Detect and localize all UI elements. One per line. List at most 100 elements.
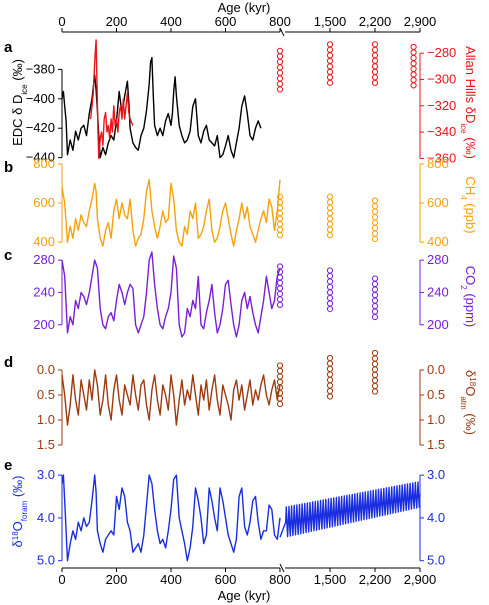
- scatter-point: [326, 41, 334, 48]
- x-tick-label-top: 1,500: [314, 14, 347, 29]
- left-axis-tick-label: −440: [26, 150, 55, 165]
- scatter-point: [326, 278, 334, 285]
- panel-letter: a: [4, 39, 13, 56]
- scatter-point: [326, 360, 334, 367]
- right-axis-tick-label: −360: [427, 150, 456, 165]
- scatter-point: [371, 236, 379, 243]
- scatter-point: [326, 232, 334, 239]
- scatter-point: [326, 204, 334, 211]
- panel-letter: c: [4, 247, 12, 264]
- left-axis-title-unit: (‰): [10, 475, 25, 500]
- scatter-point: [371, 313, 379, 321]
- scatter-point: [371, 286, 379, 293]
- x-tick-label-bottom: 1,500: [314, 572, 347, 587]
- series-line: [61, 369, 281, 426]
- scatter-point: [276, 210, 284, 217]
- scatter-point: [326, 215, 334, 222]
- axis-text: Age (kyr) Age (kyr) 0 0 200 200 400 400 600 600…: [10, 0, 478, 603]
- left-axis-tick-label: 0.0: [37, 362, 55, 377]
- scatter-point: [371, 79, 379, 86]
- scatter-point: [276, 290, 284, 298]
- axis-break-bottom: [279, 563, 285, 573]
- left-axis-tick-label: 400: [33, 234, 55, 249]
- right-axis-tick-label: 600: [427, 195, 449, 210]
- right-axis-title-unit: (ppb): [463, 200, 478, 234]
- right-axis-title-sub: ice: [460, 123, 469, 134]
- right-axis-title-unit: (‰): [463, 410, 478, 435]
- scatter-point: [326, 300, 334, 307]
- scatter-point: [410, 60, 417, 67]
- panel-b: b 800 600 400 800 600 400: [4, 156, 449, 249]
- right-axis-tick-label: 200: [427, 317, 449, 332]
- scatter-point: [326, 63, 334, 70]
- panels: a −380 −400 −420 −440 −280 −300 −320 −340 −360 b 80…: [4, 39, 456, 568]
- x-axis-title-top: Age (kyr): [218, 0, 271, 15]
- scatter-point: [371, 203, 379, 210]
- scatter-point: [371, 382, 379, 390]
- left-axis-title-o: O: [10, 521, 25, 531]
- scatter-point: [276, 373, 284, 380]
- right-axis-tick-label: 0.0: [427, 362, 445, 377]
- scatter-point: [371, 302, 379, 310]
- left-axis-tick-label: 0.5: [37, 387, 55, 402]
- scatter-point: [326, 382, 334, 389]
- scatter-point: [371, 366, 379, 373]
- right-axis-title: CO2 (ppm): [460, 266, 479, 328]
- scatter-point: [326, 226, 334, 233]
- left-axis-tick-label: 5.0: [37, 553, 55, 568]
- right-axis-title-unit: (‰): [463, 134, 478, 159]
- right-axis-tick-label: 1.5: [427, 437, 445, 452]
- scatter-point: [326, 193, 334, 200]
- scatter-point: [371, 371, 379, 379]
- left-axis-title-sub: ice: [20, 84, 29, 95]
- scatter-point: [410, 82, 417, 89]
- scatter-point: [371, 275, 379, 282]
- left-axis-title-main: EDC δ D: [10, 95, 25, 146]
- left-axis-tick-label: 280: [33, 252, 55, 267]
- scatter-point: [371, 214, 379, 221]
- scatter-point: [276, 367, 284, 375]
- scatter-point: [371, 388, 379, 395]
- scatter-point: [276, 47, 284, 54]
- scatter-point: [276, 362, 284, 369]
- left-axis-title: δ18Oforam (‰): [10, 475, 29, 547]
- scatter-point: [276, 215, 284, 222]
- scatter-point: [326, 267, 334, 274]
- scatter-point: [371, 225, 379, 232]
- scatter-point: [276, 378, 284, 386]
- x-tick-label-bottom: 800: [269, 572, 291, 587]
- left-axis-tick-label: 200: [33, 317, 55, 332]
- right-axis-title-o: O: [463, 386, 478, 396]
- scatter-point: [276, 80, 284, 87]
- scatter-point: [276, 69, 284, 76]
- scatter-point: [371, 355, 379, 362]
- scatter-point: [326, 68, 334, 75]
- x-tick-label-top: 800: [269, 14, 291, 29]
- right-axis-tick-label: −280: [427, 45, 456, 60]
- scatter-point: [326, 199, 334, 206]
- left-axis-tick-label: 1.5: [37, 437, 55, 452]
- scatter-point: [326, 393, 334, 400]
- scatter-point: [371, 219, 379, 226]
- panel-e: e 3.0 4.0 5.0 3.0 4.0 5.0: [4, 457, 445, 568]
- scatter-point: [326, 210, 334, 217]
- right-axis-title-main: CH: [463, 176, 478, 195]
- scatter-point: [276, 64, 284, 71]
- right-axis-tick-label: −340: [427, 124, 456, 139]
- left-axis-title-unit: (‰): [10, 59, 25, 84]
- x-tick-label-bottom: 2,900: [404, 572, 437, 587]
- panel-a: a −380 −400 −420 −440 −280 −300 −320 −340 −360: [4, 39, 456, 165]
- axis-break-top: [279, 27, 285, 37]
- left-axis-tick-label: −420: [26, 120, 55, 135]
- scatter-point: [410, 76, 417, 84]
- scatter-point: [371, 308, 379, 315]
- scatter-point: [371, 349, 379, 357]
- axes-frame: [61, 27, 421, 573]
- scatter-point: [326, 305, 334, 313]
- series-line: [61, 251, 281, 338]
- scatter-point: [326, 57, 334, 64]
- right-axis-tick-label: 800: [427, 156, 449, 171]
- right-axis-title-sup: 18: [469, 377, 478, 386]
- scatter-point: [371, 52, 379, 59]
